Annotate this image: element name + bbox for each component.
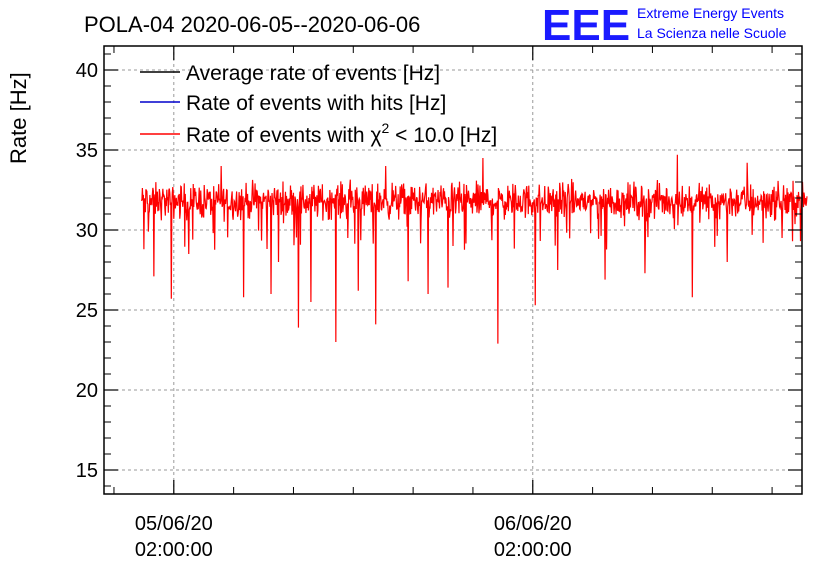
x-tick-label-date: 05/06/20 (135, 513, 213, 535)
legend-chi2-prefix: Rate of events with (186, 124, 370, 147)
logo-mark: EEE (542, 1, 630, 50)
legend-item-chi2: Rate of events with χ2 < 10.0 [Hz] (140, 120, 497, 147)
eee-logo: EEE Extreme Energy Events La Scienza nel… (542, 1, 787, 50)
legend-label-hits: Rate of events with hits [Hz] (186, 92, 446, 115)
x-tick-label-date: 06/06/20 (494, 513, 572, 535)
chart-title: POLA-04 2020-06-05--2020-06-06 (84, 12, 420, 37)
axis-ticks (104, 46, 802, 494)
legend-chi2-suffix: < 10.0 [Hz] (389, 124, 497, 147)
y-tick-label: 15 (76, 460, 98, 482)
legend: Average rate of events [Hz] Rate of even… (140, 62, 497, 147)
y-tick-label: 20 (76, 380, 98, 402)
legend-chi2-sup: 2 (381, 120, 389, 136)
legend-label-average: Average rate of events [Hz] (186, 62, 440, 85)
y-tick-label: 25 (76, 300, 98, 322)
x-tick-label-time: 02:00:00 (494, 539, 572, 561)
y-tick-label: 30 (76, 220, 98, 242)
y-tick-label: 40 (76, 60, 98, 82)
legend-item-hits: Rate of events with hits [Hz] (140, 92, 446, 115)
legend-label-chi2: Rate of events with χ2 < 10.0 [Hz] (186, 120, 497, 147)
x-tick-label-time: 02:00:00 (135, 539, 213, 561)
series-line-chi2 (140, 154, 808, 344)
series-layer (140, 154, 808, 344)
logo-line-2: La Scienza nelle Scuole (637, 25, 787, 41)
legend-chi2-symbol: χ (370, 124, 381, 147)
y-tick-labels: 15 20 25 30 35 40 (76, 60, 98, 482)
logo-line-1: Extreme Energy Events (637, 5, 784, 21)
y-axis-title: Rate [Hz] (6, 72, 31, 164)
plot-frame (103, 45, 803, 495)
legend-item-average: Average rate of events [Hz] (140, 62, 440, 85)
x-tick-labels: 05/06/20 02:00:00 06/06/20 02:00:00 (135, 513, 572, 561)
y-tick-label: 35 (76, 140, 98, 162)
